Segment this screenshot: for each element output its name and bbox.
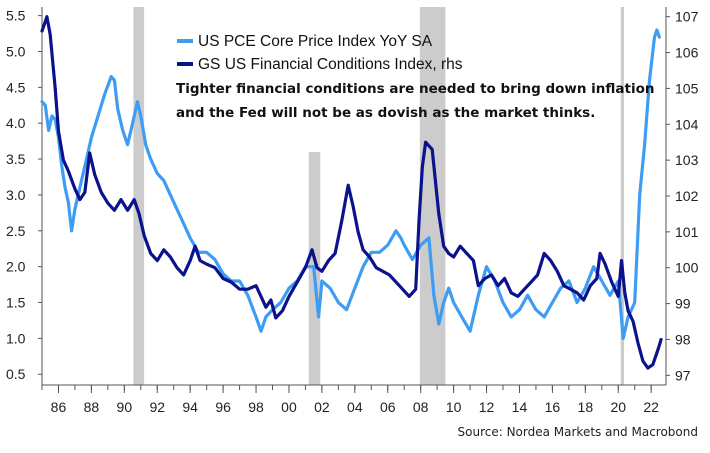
y-right-tick-label: 100 [675,260,699,276]
x-tick-label: 12 [479,399,495,415]
y-left-tick-label: 1.5 [6,295,26,311]
x-tick-label: 02 [314,399,330,415]
source-note: Source: Nordea Markets and Macrobond [458,425,699,439]
x-tick-label: 18 [578,399,594,415]
x-tick-label: 10 [446,399,462,415]
y-left-tick-label: 4.0 [6,115,26,131]
y-left-tick-label: 3.0 [6,187,26,203]
series-lines [40,15,663,370]
y-right-tick-label: 104 [675,116,699,132]
y-left-tick-label: 5.0 [6,43,26,59]
x-tick-label: 86 [51,399,67,415]
x-tick-label: 94 [182,399,198,415]
y-left-tick-label: 3.5 [6,151,26,167]
annotation: Tighter financial conditions are needed … [176,81,655,121]
y-left-tick-label: 2.5 [6,223,26,239]
recession-band-0 [133,7,145,385]
series-line-pce [40,28,661,340]
legend: US PCE Core Price Index YoY SA GS US Fin… [177,33,463,73]
x-tick-label: 22 [643,399,659,415]
x-tick-label: 20 [610,399,626,415]
y-left-tick-label: 4.5 [6,79,26,95]
legend-label-fci: GS US Financial Conditions Index, rhs [198,56,463,73]
x-tick-label: 98 [248,399,264,415]
x-tick-label: 14 [512,399,528,415]
y-right-tick-label: 99 [675,296,691,312]
x-tick-label: 90 [117,399,133,415]
annotation-line-1: Tighter financial conditions are needed … [176,81,655,97]
y-right-tick-label: 102 [675,188,699,204]
y-right-tick-label: 98 [675,331,691,347]
y-right-tick-label: 97 [675,367,691,383]
x-tick-label: 04 [347,399,363,415]
y-right-tick-label: 106 [675,45,699,61]
x-tick-label: 08 [413,399,429,415]
x-tick-label: 88 [84,399,100,415]
legend-label-pce: US PCE Core Price Index YoY SA [198,33,433,50]
y-right-tick-label: 103 [675,152,699,168]
y-left-tick-label: 0.5 [6,366,26,382]
annotation-line-2: and the Fed will not be as dovish as the… [176,105,595,121]
y-left-tick-label: 2.0 [6,259,26,275]
recession-band-2 [419,7,446,385]
x-tick-label: 16 [545,399,561,415]
y-right-tick-label: 105 [675,80,699,96]
y-left-tick-label: 5.5 [6,8,26,24]
x-tick-label: 96 [215,399,231,415]
series-line-fci [40,15,663,370]
x-tick-label: 06 [380,399,396,415]
y-right-tick-label: 101 [675,224,699,240]
x-tick-label: 92 [149,399,165,415]
y-right-tick-label: 107 [675,9,699,25]
y-left-tick-label: 1.0 [6,330,26,346]
recession-band-3 [620,7,625,385]
axes: 86 88 90 92 94 96 98 00 02 04 06 08 10 12 14 16 18 20 22 0.… [6,7,699,415]
x-tick-label: 00 [281,399,297,415]
